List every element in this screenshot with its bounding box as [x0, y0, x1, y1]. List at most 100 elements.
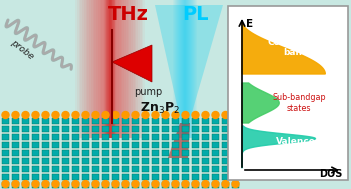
Bar	[12, 118, 19, 124]
Bar	[132, 150, 139, 156]
Circle shape	[12, 112, 19, 119]
Bar	[82, 118, 89, 124]
Bar	[32, 134, 39, 140]
Bar	[232, 174, 239, 180]
Bar	[2, 126, 9, 132]
Bar	[82, 182, 89, 188]
Bar	[222, 126, 229, 132]
Circle shape	[62, 112, 69, 119]
Bar	[182, 142, 189, 148]
Circle shape	[162, 112, 169, 119]
Bar	[72, 158, 79, 164]
Circle shape	[142, 112, 149, 119]
Bar	[162, 150, 169, 156]
Bar	[172, 126, 179, 132]
Bar	[232, 126, 239, 132]
Bar	[132, 174, 139, 180]
Bar	[112, 158, 119, 164]
Bar	[212, 182, 219, 188]
Bar	[102, 182, 109, 188]
Circle shape	[132, 112, 139, 119]
FancyBboxPatch shape	[105, 0, 115, 138]
Bar	[42, 134, 49, 140]
Circle shape	[192, 180, 199, 187]
Bar	[222, 182, 229, 188]
Circle shape	[172, 180, 179, 187]
Bar	[212, 150, 219, 156]
Bar	[62, 174, 69, 180]
FancyBboxPatch shape	[179, 0, 191, 138]
Bar	[222, 118, 229, 124]
Circle shape	[202, 180, 209, 187]
Text: pump: pump	[134, 87, 162, 97]
Bar	[152, 126, 159, 132]
Bar	[132, 118, 139, 124]
Bar	[222, 174, 229, 180]
Polygon shape	[155, 5, 223, 123]
Bar	[62, 126, 69, 132]
Bar	[202, 158, 209, 164]
Circle shape	[162, 180, 169, 187]
Bar	[142, 150, 149, 156]
Bar	[72, 126, 79, 132]
Bar	[92, 174, 99, 180]
Circle shape	[112, 112, 119, 119]
Bar	[202, 182, 209, 188]
Bar	[132, 158, 139, 164]
Bar	[32, 142, 39, 148]
Bar	[52, 134, 59, 140]
Bar	[222, 150, 229, 156]
Bar	[212, 118, 219, 124]
Bar	[152, 174, 159, 180]
Bar	[12, 182, 19, 188]
FancyBboxPatch shape	[174, 0, 196, 138]
Bar	[192, 118, 199, 124]
Text: PL: PL	[182, 5, 208, 23]
Bar	[42, 174, 49, 180]
Circle shape	[32, 112, 39, 119]
Circle shape	[72, 112, 79, 119]
Bar	[42, 118, 49, 124]
Bar	[142, 142, 149, 148]
Circle shape	[132, 180, 139, 187]
Bar	[42, 158, 49, 164]
Bar	[2, 118, 9, 124]
Bar	[92, 118, 99, 124]
Bar	[102, 150, 109, 156]
Circle shape	[22, 180, 29, 187]
Bar	[52, 142, 59, 148]
Bar	[222, 158, 229, 164]
Bar	[182, 166, 189, 172]
Bar	[32, 118, 39, 124]
Bar	[222, 142, 229, 148]
Bar	[122, 142, 129, 148]
Bar	[72, 150, 79, 156]
Bar	[12, 158, 19, 164]
Bar	[32, 158, 39, 164]
Bar	[132, 166, 139, 172]
Bar	[122, 118, 129, 124]
Bar	[182, 174, 189, 180]
Bar	[172, 134, 179, 140]
Bar	[152, 118, 159, 124]
Bar	[82, 166, 89, 172]
Text: probe: probe	[9, 38, 35, 62]
Bar	[82, 134, 89, 140]
Bar	[72, 134, 79, 140]
Bar	[22, 166, 29, 172]
Bar	[32, 126, 39, 132]
Bar	[42, 150, 49, 156]
Circle shape	[222, 112, 229, 119]
Bar	[72, 166, 79, 172]
FancyBboxPatch shape	[106, 0, 114, 138]
Bar	[232, 166, 239, 172]
Bar	[182, 118, 189, 124]
Bar	[2, 182, 9, 188]
FancyBboxPatch shape	[228, 6, 348, 180]
FancyBboxPatch shape	[184, 0, 186, 138]
Bar	[92, 150, 99, 156]
Circle shape	[72, 180, 79, 187]
FancyBboxPatch shape	[107, 0, 113, 138]
Circle shape	[192, 112, 199, 119]
Text: Valence
band: Valence band	[276, 137, 316, 157]
